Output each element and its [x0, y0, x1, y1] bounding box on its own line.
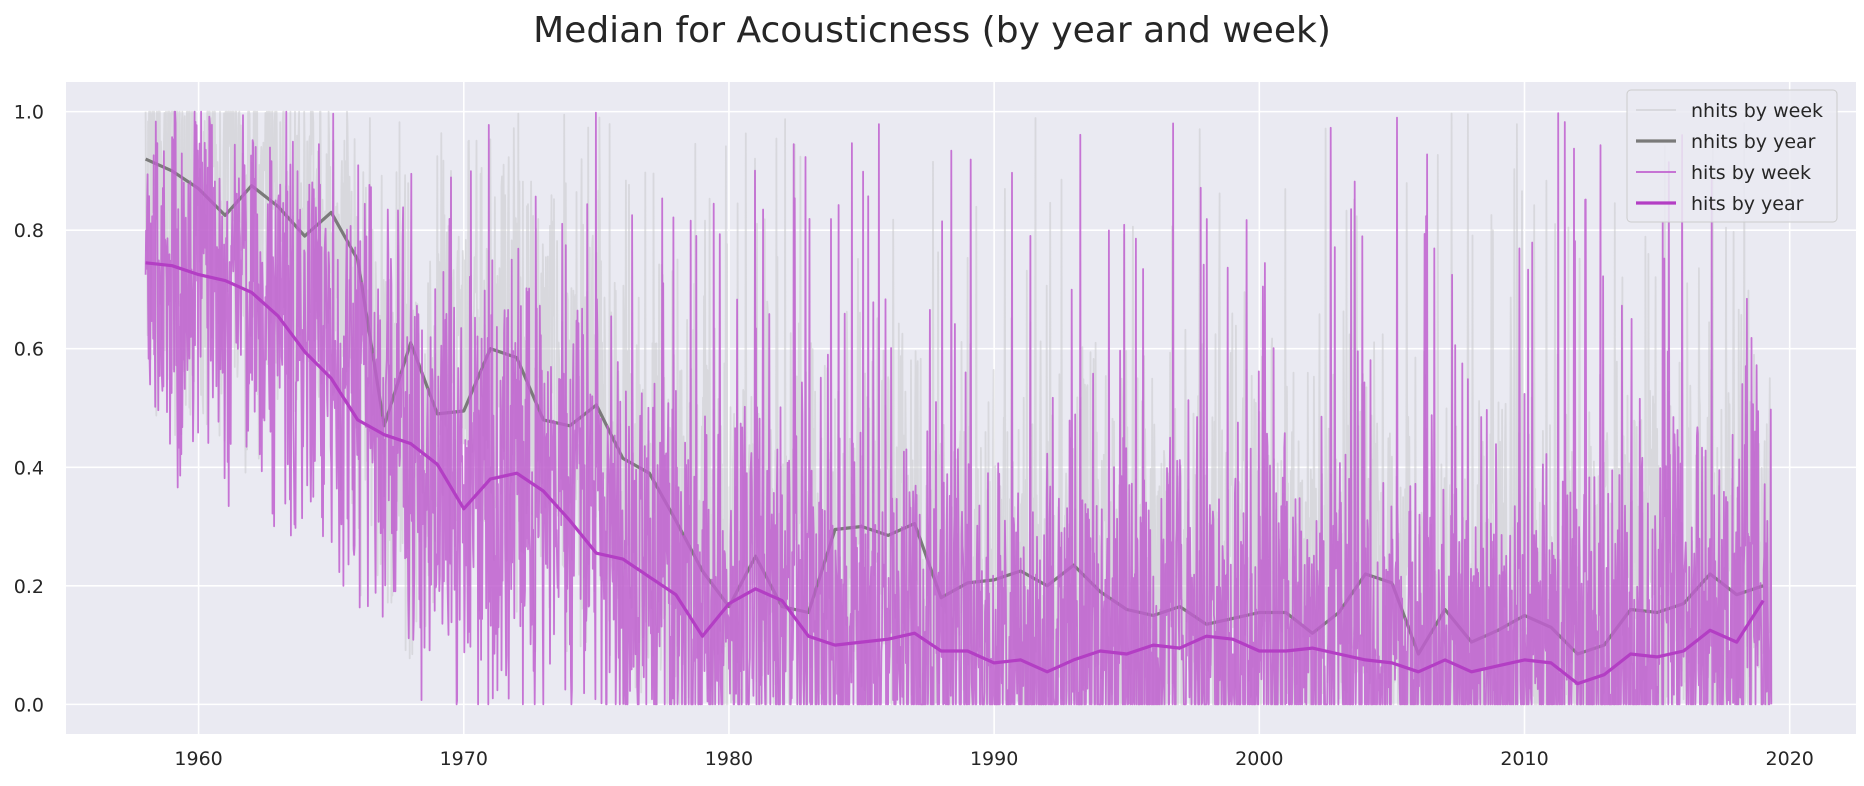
x-tick-label: 1990: [970, 748, 1018, 770]
x-tick-label: 1960: [174, 748, 222, 770]
legend-label: hits by week: [1691, 162, 1811, 184]
y-tick-label: 0.8: [14, 220, 44, 242]
legend-label: hits by year: [1691, 193, 1804, 215]
legend: nhits by week nhits by year hits by week hi…: [1626, 89, 1838, 223]
series-layer: [144, 110, 1773, 706]
chart-title: Median for Acousticness (by year and wee…: [533, 10, 1331, 51]
x-tick-label: 2000: [1235, 748, 1283, 770]
x-tick-labels: 1960 1970 1980 1990 2000 2010 2020: [174, 748, 1813, 770]
x-tick-label: 1980: [705, 748, 753, 770]
legend-frame: [1626, 89, 1838, 223]
x-tick-label: 1970: [440, 748, 488, 770]
x-tick-label: 2010: [1500, 748, 1548, 770]
y-tick-label: 0.6: [14, 339, 44, 361]
x-tick-label: 2020: [1766, 748, 1814, 770]
y-tick-label: 1.0: [14, 102, 44, 124]
y-tick-label: 0.0: [14, 694, 44, 716]
y-tick-labels: 0.0 0.2 0.4 0.6 0.8 1.0: [14, 102, 44, 717]
series-line-hits-by-year: [145, 261, 1765, 686]
series-line-hits-by-week: [144, 110, 1773, 706]
y-tick-label: 0.2: [14, 576, 44, 598]
legend-label: nhits by week: [1691, 100, 1823, 122]
y-tick-label: 0.4: [14, 457, 44, 479]
legend-label: nhits by year: [1691, 131, 1816, 153]
